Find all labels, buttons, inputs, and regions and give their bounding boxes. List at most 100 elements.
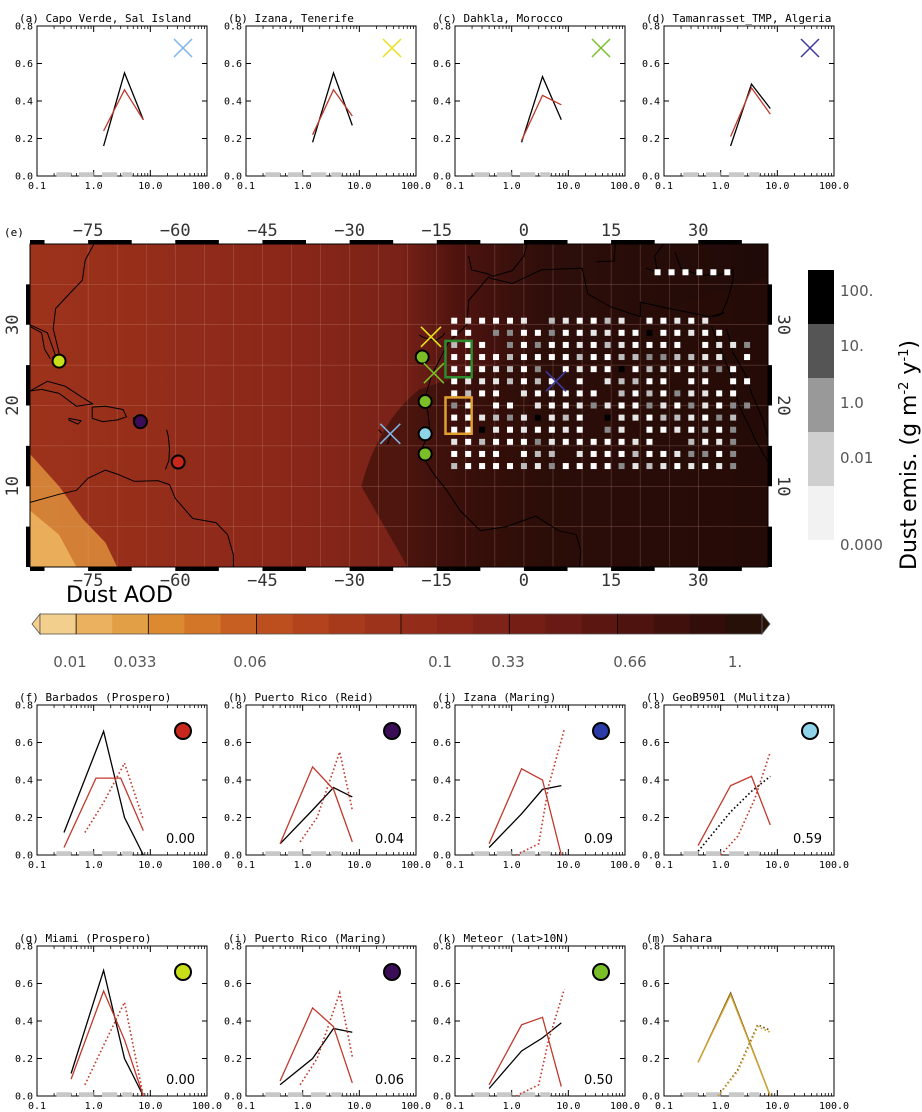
y-tick-label: 0.6 xyxy=(433,738,451,749)
emission-cell xyxy=(562,402,569,409)
emission-cell xyxy=(646,450,653,457)
y-tick-label: 0.6 xyxy=(642,738,660,749)
emission-colorbar-cell xyxy=(808,486,834,540)
series-line-red xyxy=(279,765,353,845)
map-panel: (e) −75 −60 −45 −30 −15 0 15 30 −75 −60 −45 −30 −15 0 1… xyxy=(3,221,793,591)
emission-cell xyxy=(576,438,583,445)
x-tick-label: 10.0 xyxy=(765,1101,789,1112)
emission-cell xyxy=(451,438,458,445)
frame-segment xyxy=(698,240,742,244)
size-bin-bar xyxy=(78,1092,94,1097)
y-tick-label: 0.6 xyxy=(433,59,451,70)
frame-segment xyxy=(175,240,219,244)
emission-cell xyxy=(660,390,667,397)
size-bin-bar xyxy=(78,851,94,856)
series-line-black xyxy=(488,1022,562,1089)
colorbar-cell xyxy=(581,614,619,634)
emission-cell xyxy=(493,329,500,336)
lon-tick-bottom: −45 xyxy=(247,571,278,591)
emission-cell xyxy=(493,463,500,470)
emission-cell xyxy=(534,450,541,457)
emission-cell xyxy=(576,366,583,373)
x-tick-label: 100.0 xyxy=(401,1101,431,1112)
y-tick-label: 0.2 xyxy=(642,813,660,824)
size-bin-bar xyxy=(265,1092,281,1097)
emission-cell xyxy=(682,269,689,276)
emission-cell xyxy=(702,378,709,385)
series-line-red-dotted xyxy=(515,729,566,856)
emission-cell xyxy=(632,354,639,361)
size-bin-bar xyxy=(310,172,327,177)
emission-cell xyxy=(479,366,486,373)
lon-tick-top: −75 xyxy=(73,221,104,241)
emission-cell xyxy=(465,463,472,470)
y-tick-label: 0.4 xyxy=(642,1017,660,1028)
emission-cell xyxy=(674,390,681,397)
frame-segment xyxy=(349,567,394,571)
emission-cell xyxy=(674,402,681,409)
panel-title: (a) Capo Verde, Sal Island xyxy=(19,12,191,25)
emission-cell xyxy=(479,378,486,385)
y-tick-label: 0.8 xyxy=(15,701,33,712)
emission-cell xyxy=(590,317,597,324)
emission-cell xyxy=(548,329,555,336)
emission-cell xyxy=(688,378,695,385)
y-tick-label: 0.4 xyxy=(433,97,451,108)
emission-cell xyxy=(744,354,751,361)
emission-cell xyxy=(465,390,472,397)
emission-cell xyxy=(534,402,541,409)
emission-cell xyxy=(479,317,486,324)
emission-cell xyxy=(660,366,667,373)
site-x-marker xyxy=(382,38,402,58)
emission-cell xyxy=(730,390,737,397)
coastline xyxy=(386,433,392,445)
lon-tick-top: 15 xyxy=(601,221,621,241)
emission-cell xyxy=(688,426,695,433)
frame-segment xyxy=(611,567,655,571)
lon-tick-bottom: −30 xyxy=(334,571,365,591)
series-line-gold xyxy=(697,993,771,1097)
emission-colorbar-tick: 0.01 xyxy=(840,449,873,467)
size-bin-bar xyxy=(56,1092,72,1097)
y-tick-label: 0.0 xyxy=(15,1092,33,1103)
size-bin-bar xyxy=(474,1092,490,1097)
emission-cell xyxy=(479,450,486,457)
emission-cell xyxy=(674,463,681,470)
size-bin-bar xyxy=(101,851,118,856)
x-tick-label: 10.0 xyxy=(556,181,580,192)
emission-cell xyxy=(506,414,513,421)
y-tick-label: 0.2 xyxy=(15,1054,33,1065)
colorbar-cell xyxy=(292,614,330,634)
size-bin-bar xyxy=(331,172,342,177)
x-tick-label: 0.1 xyxy=(446,1101,464,1112)
size-bin-bar xyxy=(519,1092,536,1097)
x-tick-label: 100.0 xyxy=(819,1101,849,1112)
x-tick-label: 0.1 xyxy=(28,181,46,192)
x-tick-label: 100.0 xyxy=(610,860,640,871)
emission-cell xyxy=(506,426,513,433)
series-line-red xyxy=(103,88,144,132)
emission-cell xyxy=(632,402,639,409)
coastline xyxy=(419,332,446,342)
y-tick-label: 0.4 xyxy=(15,1017,33,1028)
y-tick-label: 0.0 xyxy=(433,851,451,862)
emission-cell xyxy=(646,378,653,385)
x-tick-label: 1.0 xyxy=(712,860,730,871)
emission-cell xyxy=(660,450,667,457)
emission-cell xyxy=(576,390,583,397)
x-tick-label: 10.0 xyxy=(138,1101,162,1112)
y-tick-label: 0.8 xyxy=(642,22,660,33)
emission-cell xyxy=(660,354,667,361)
emission-cell xyxy=(534,341,541,348)
panel-title: (d) Tamanrasset_TMP, Algeria xyxy=(646,12,831,25)
emission-cell xyxy=(604,414,611,421)
emission-cell xyxy=(632,390,639,397)
emission-cell xyxy=(730,426,737,433)
emission-cell xyxy=(646,414,653,421)
x-tick-label: 1.0 xyxy=(503,860,521,871)
emission-cell xyxy=(562,390,569,397)
coastline xyxy=(378,429,382,434)
emission-cell xyxy=(716,414,723,421)
title-part: ) xyxy=(897,340,922,349)
size-bin-bar xyxy=(519,172,536,177)
